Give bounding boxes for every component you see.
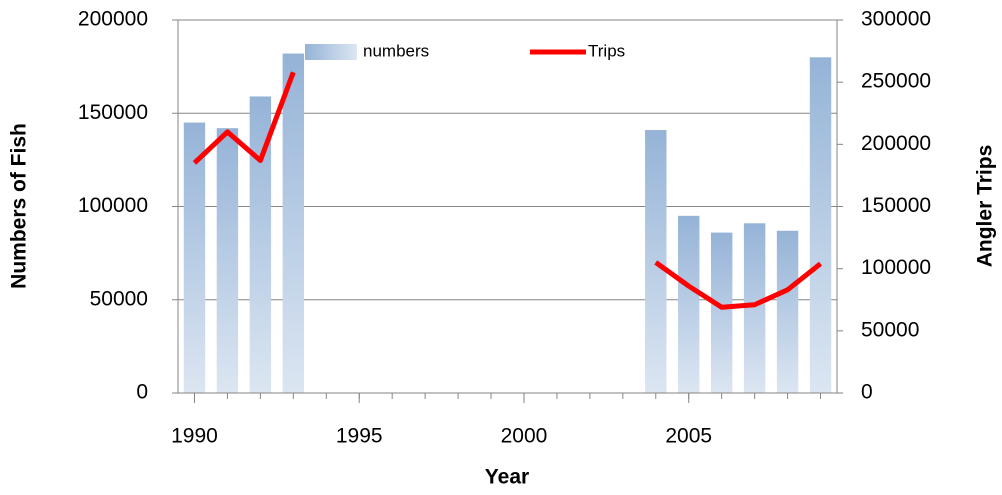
y-tick-label: 100000 — [78, 194, 148, 217]
bar — [249, 96, 272, 393]
bar — [183, 122, 206, 393]
bar — [678, 215, 700, 393]
y2-tick-label: 50000 — [861, 318, 919, 341]
line — [192, 71, 823, 310]
x-tick-label: 1990 — [171, 425, 218, 448]
legend-swatch — [305, 44, 357, 60]
x-tick-label: 1995 — [336, 425, 383, 448]
y2-tick-label: 100000 — [861, 256, 931, 279]
y2-tick-label: 250000 — [861, 70, 931, 93]
y2-axis-title: Angler Trips — [974, 145, 997, 268]
x-tick-label: 2005 — [665, 425, 712, 448]
y2-tick-label: 0 — [861, 381, 873, 404]
bar — [216, 128, 239, 394]
x-tick-label: 2000 — [501, 425, 548, 448]
y-tick-label: 200000 — [78, 8, 148, 31]
x-axis-title: Year — [485, 466, 529, 489]
bar — [809, 57, 832, 394]
y-tick-label: 0 — [136, 381, 148, 404]
y2-tick-label: 150000 — [861, 194, 931, 217]
y2-tick-label: 200000 — [861, 132, 931, 155]
y-axis-title: Numbers of Fish — [8, 123, 31, 289]
bar — [743, 223, 766, 393]
bar — [776, 230, 799, 393]
y-tick-label: 50000 — [90, 287, 148, 310]
bar — [645, 130, 667, 393]
y-tick-label: 150000 — [78, 101, 148, 124]
bar — [282, 53, 305, 393]
legend-label: numbers — [363, 41, 429, 60]
legend-label: Trips — [588, 41, 625, 60]
bar — [710, 232, 733, 393]
y2-tick-label: 300000 — [861, 8, 931, 31]
